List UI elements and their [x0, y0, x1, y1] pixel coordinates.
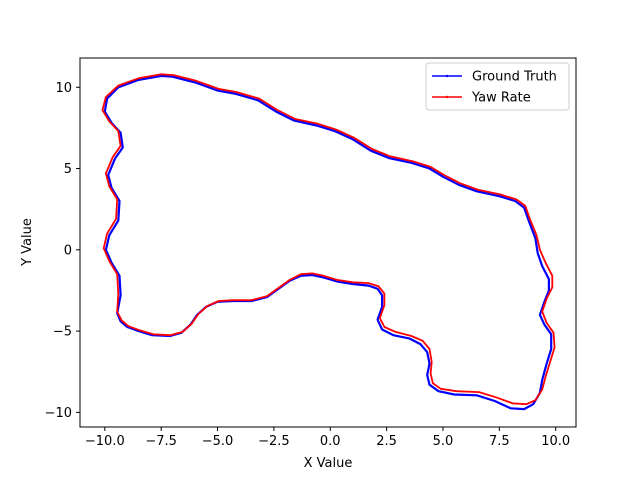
- x-tick-label: −10.0: [85, 434, 125, 449]
- plot-frame: [79, 57, 577, 428]
- x-tick-label: 2.5: [376, 434, 397, 449]
- x-tick-label: −7.5: [145, 434, 177, 449]
- x-axis-label: X Value: [304, 456, 353, 471]
- x-axis: −10.0 −7.5 −5.0 −2.5 0.0 2.5 5.0 7.5 10.0: [85, 427, 570, 449]
- x-tick-label: −2.5: [258, 434, 290, 449]
- y-tick-label: 0: [64, 243, 72, 258]
- x-tick-label: −5.0: [202, 434, 234, 449]
- series-line-yaw-rate: [101, 73, 556, 406]
- x-tick-label: 0.0: [320, 434, 341, 449]
- y-axis: −10 −5 0 5 10: [45, 81, 80, 421]
- x-tick-label: 7.5: [489, 434, 510, 449]
- y-tick-label: −10: [45, 406, 72, 421]
- legend-label-ground-truth: Ground Truth: [472, 70, 557, 85]
- series-line-ground-truth: [103, 74, 553, 411]
- x-tick-label: 10.0: [541, 434, 570, 449]
- x-tick-label: 5.0: [433, 434, 454, 449]
- y-tick-label: 10: [55, 81, 72, 96]
- legend-marker-ground-truth: [445, 74, 449, 78]
- series-layer: [101, 73, 556, 411]
- y-tick-label: 5: [64, 162, 72, 177]
- legend-marker-yaw-rate: [445, 95, 449, 99]
- y-axis-label: Y Value: [20, 218, 35, 267]
- legend-box: [425, 62, 570, 111]
- legend-label-yaw-rate: Yaw Rate: [471, 91, 531, 106]
- legend: Ground Truth Yaw Rate: [425, 62, 570, 111]
- y-tick-label: −5: [53, 325, 72, 340]
